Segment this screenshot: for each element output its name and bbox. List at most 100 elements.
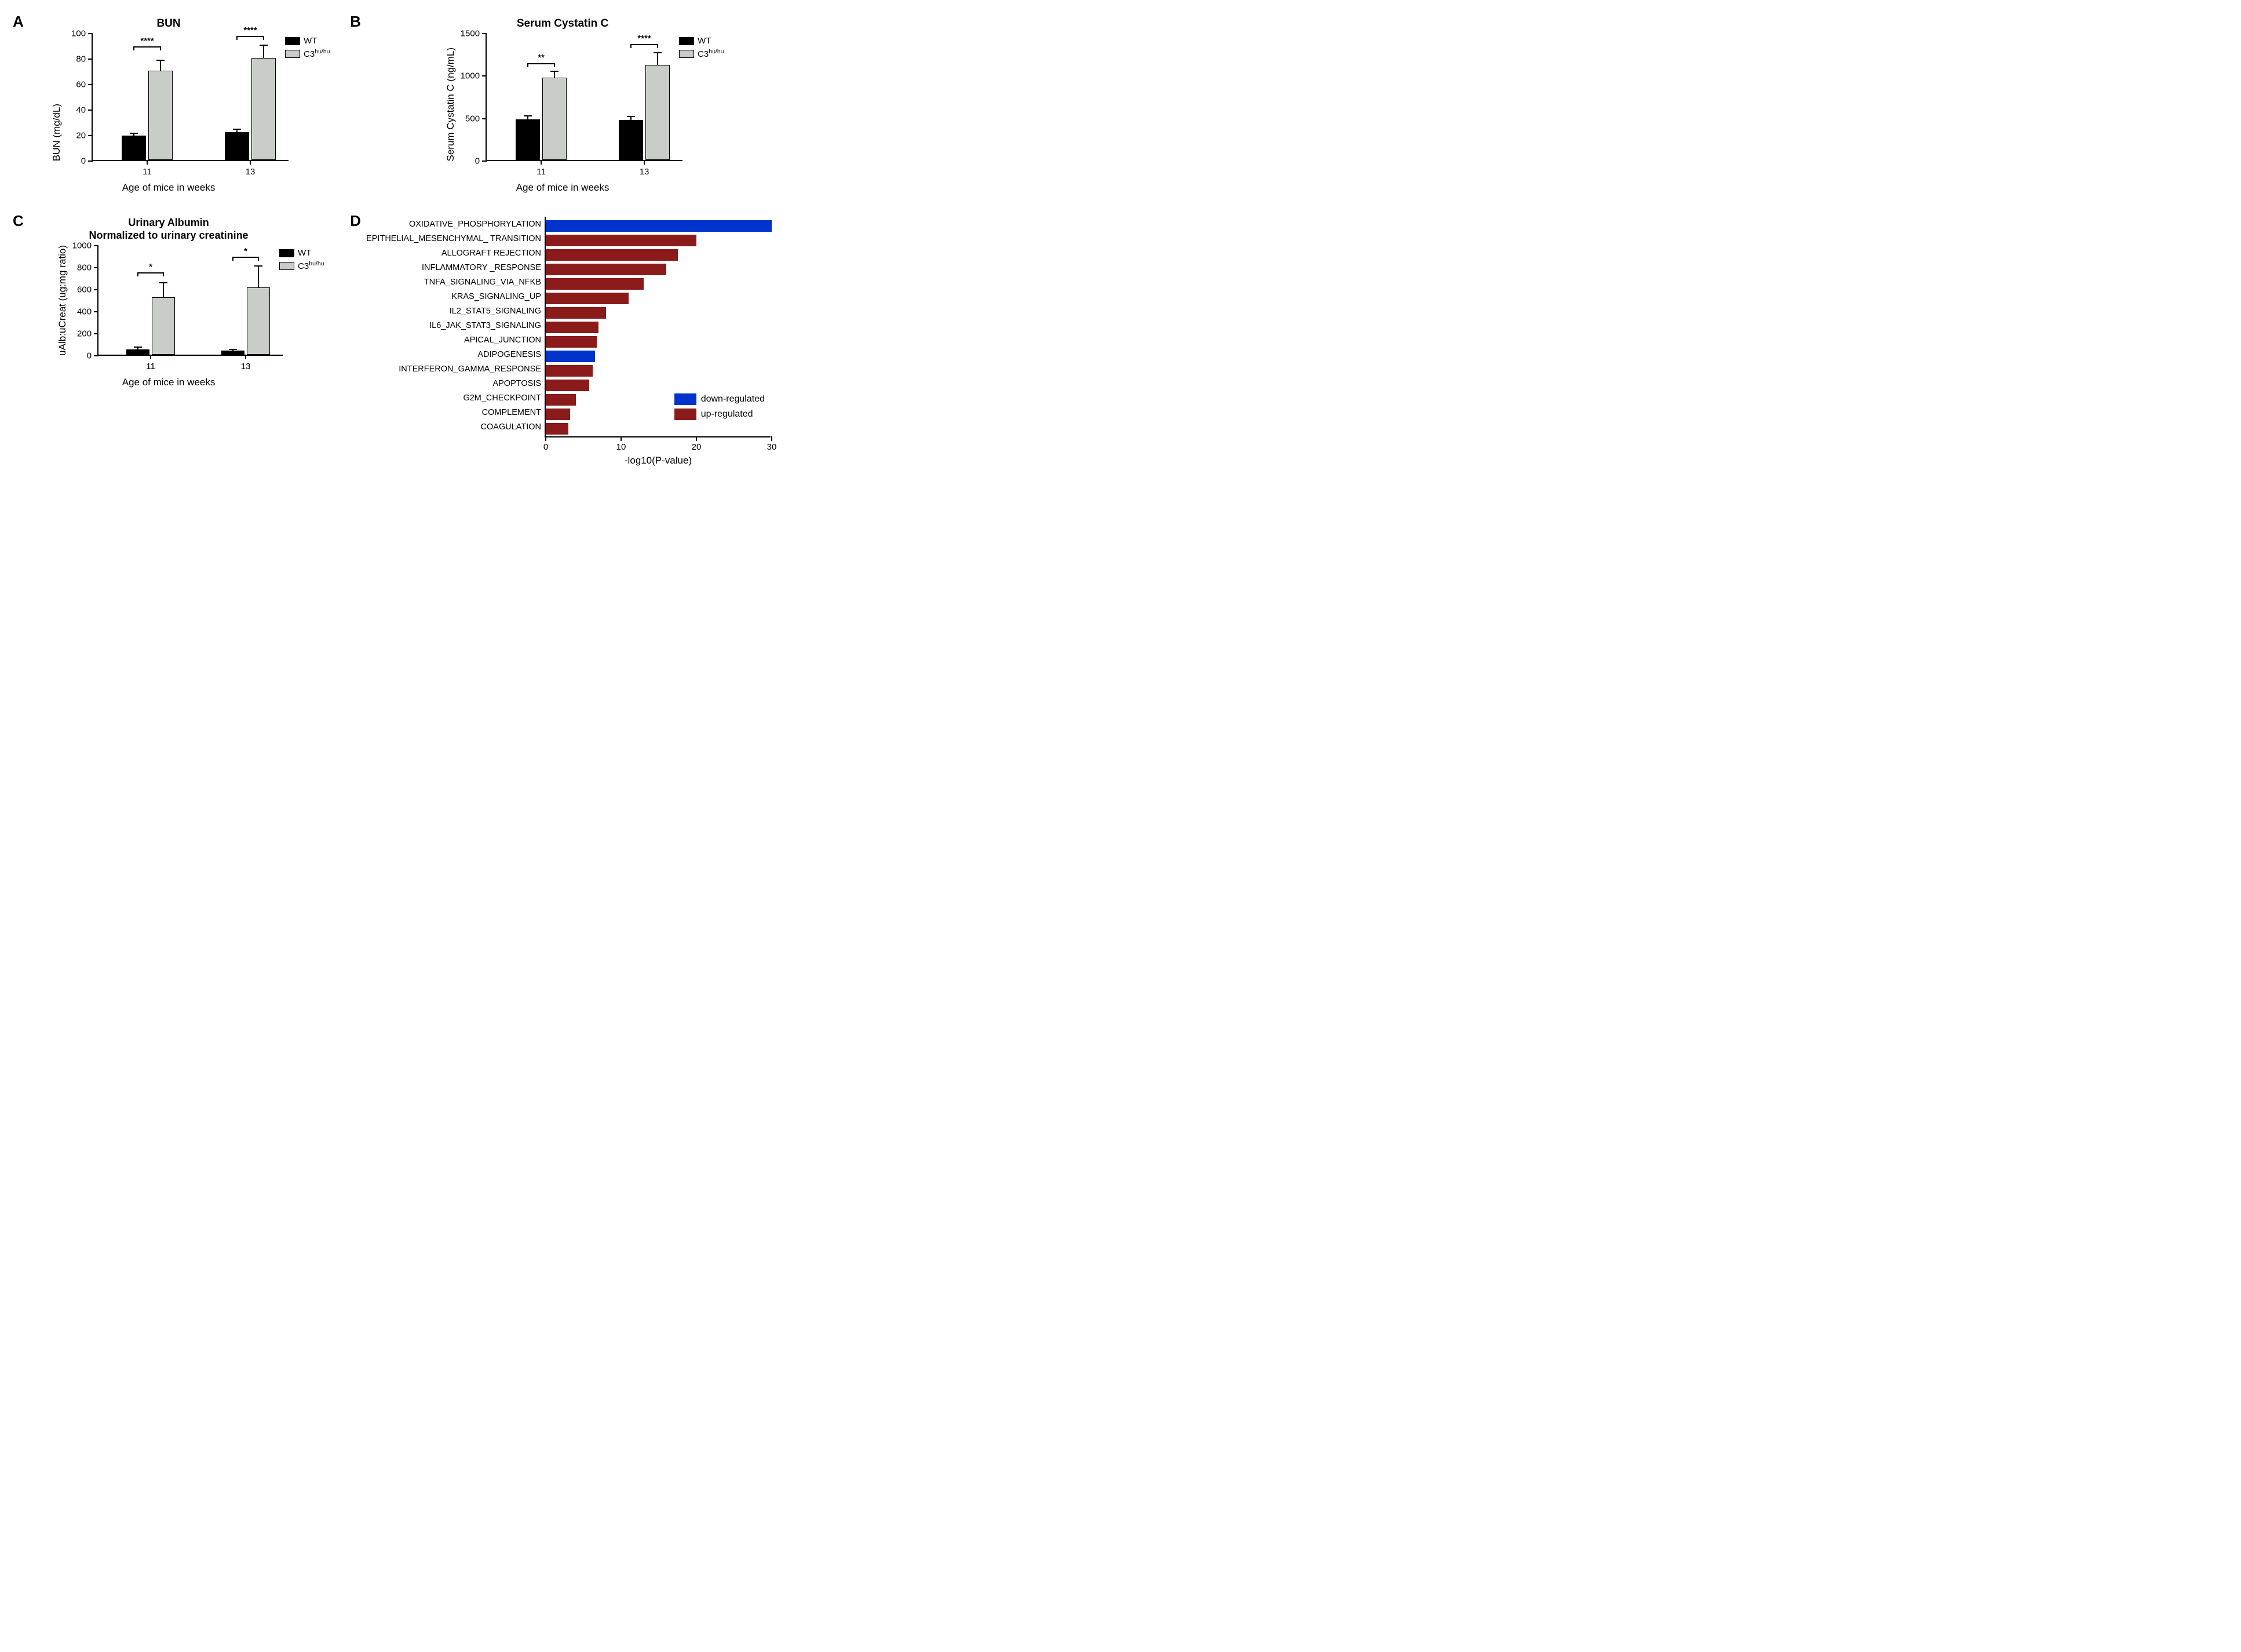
panel-a-ylabel: BUN (mg/dL) bbox=[49, 104, 65, 161]
legend-text: C3hu/hu bbox=[698, 48, 724, 59]
legend-swatch bbox=[285, 50, 300, 58]
significance-tick bbox=[263, 36, 264, 40]
error-bar bbox=[554, 71, 555, 77]
error-cap bbox=[524, 115, 532, 116]
error-bar bbox=[163, 283, 164, 298]
panel-label-d: D bbox=[350, 212, 361, 230]
bar bbox=[542, 78, 567, 160]
y-tick-label: 0 bbox=[81, 156, 93, 166]
hbar bbox=[546, 307, 606, 319]
y-tick-label: 1000 bbox=[72, 241, 98, 251]
bar bbox=[221, 351, 244, 355]
error-bar bbox=[258, 266, 259, 287]
hbar bbox=[546, 249, 678, 261]
hbar bbox=[546, 220, 772, 232]
hbar-row-label: APOPTOSIS bbox=[366, 376, 545, 391]
panel-c-title-line1: Urinary Albumin bbox=[89, 217, 249, 229]
x-tick-label: 13 bbox=[246, 160, 256, 177]
panel-c-ylabel: uAlb:uCreat (ug:mg ratio) bbox=[54, 245, 71, 356]
error-cap bbox=[254, 265, 262, 267]
error-cap bbox=[550, 71, 559, 72]
error-cap bbox=[233, 129, 241, 130]
significance-bracket bbox=[134, 46, 160, 48]
significance-bracket bbox=[528, 63, 554, 64]
panel-d-row-labels: OXIDATIVE_PHOSPHORYLATIONEPITHELIAL_MESE… bbox=[366, 217, 545, 437]
significance-label: **** bbox=[140, 36, 154, 46]
legend-item: up-regulated bbox=[674, 409, 765, 420]
x-tick-label: 13 bbox=[640, 160, 649, 177]
significance-tick bbox=[160, 46, 161, 50]
panel-b-plotrow: Serum Cystatin C (ng/mL) 050010001500111… bbox=[443, 34, 682, 161]
legend-swatch bbox=[285, 37, 300, 45]
legend: WT C3hu/hu bbox=[285, 36, 330, 59]
significance-label: * bbox=[244, 246, 247, 256]
bar bbox=[225, 132, 249, 160]
legend-item: C3hu/hu bbox=[279, 260, 324, 271]
hbar bbox=[546, 351, 595, 362]
legend-swatch bbox=[679, 37, 694, 45]
panel-c-plotrow: uAlb:uCreat (ug:mg ratio) 02004006008001… bbox=[54, 245, 283, 356]
hbar bbox=[546, 423, 568, 435]
significance-bracket bbox=[631, 44, 658, 45]
error-cap bbox=[654, 52, 662, 53]
legend-item: WT bbox=[679, 36, 724, 46]
significance-bracket bbox=[138, 272, 163, 273]
legend-text: C3hu/hu bbox=[304, 48, 330, 59]
x-tick-label: 13 bbox=[241, 355, 251, 371]
significance-label: ** bbox=[538, 53, 545, 63]
legend-swatch bbox=[279, 249, 294, 257]
significance-bracket bbox=[237, 36, 264, 37]
y-tick-label: 600 bbox=[77, 285, 98, 295]
panel-label-b: B bbox=[350, 13, 361, 31]
figure-grid: A BUN BUN (mg/dL) 0204060801001113******… bbox=[17, 17, 771, 437]
panel-b-ylabel: Serum Cystatin C (ng/mL) bbox=[443, 48, 459, 162]
hbar bbox=[546, 380, 589, 391]
legend-item: WT bbox=[285, 36, 330, 46]
hbar-row-label: IL6_JAK_STAT3_SIGNALING bbox=[366, 318, 545, 333]
significance-tick bbox=[657, 44, 658, 48]
error-cap bbox=[627, 116, 635, 117]
hbar-row-label: IL2_STAT5_SIGNALING bbox=[366, 304, 545, 318]
y-tick-label: 400 bbox=[77, 307, 98, 317]
significance-tick bbox=[236, 36, 238, 40]
y-tick-label: 500 bbox=[465, 114, 487, 123]
hbar bbox=[546, 264, 666, 275]
panel-c: C Urinary Albumin Normalized to urinary … bbox=[17, 217, 320, 437]
error-bar bbox=[160, 60, 161, 71]
legend-item: C3hu/hu bbox=[285, 48, 330, 59]
y-tick-label: 100 bbox=[71, 29, 93, 39]
panel-b: B Serum Cystatin C Serum Cystatin C (ng/… bbox=[355, 17, 771, 194]
panel-c-title-line2: Normalized to urinary creatinine bbox=[89, 229, 249, 242]
panel-c-title: Urinary Albumin Normalized to urinary cr… bbox=[89, 217, 249, 242]
bar bbox=[148, 71, 173, 160]
hbar-row-label: G2M_CHECKPOINT bbox=[366, 391, 545, 405]
panel-c-plot-area: 020040060080010001113**WTC3hu/hu bbox=[97, 246, 283, 356]
significance-tick bbox=[554, 63, 555, 67]
hbar-row-label: INTERFERON_GAMMA_RESPONSE bbox=[366, 362, 545, 376]
hbar bbox=[546, 409, 570, 420]
hbar-row-label: APICAL_JUNCTION bbox=[366, 333, 545, 347]
y-tick-label: 800 bbox=[77, 263, 98, 273]
bar bbox=[516, 119, 540, 160]
hbar bbox=[546, 336, 597, 348]
panel-c-chart: Urinary Albumin Normalized to urinary cr… bbox=[17, 217, 320, 388]
legend-swatch bbox=[674, 409, 696, 420]
legend-swatch bbox=[679, 50, 694, 58]
y-tick-label: 40 bbox=[76, 105, 93, 115]
hbar-row-label: ADIPOGENESIS bbox=[366, 347, 545, 362]
error-cap bbox=[159, 282, 167, 283]
hbar bbox=[546, 278, 644, 290]
significance-label: **** bbox=[637, 34, 651, 43]
y-tick-label: 1000 bbox=[461, 71, 487, 81]
panel-a-plot-area: 0204060801001113********WTC3hu/hu bbox=[92, 34, 289, 161]
panel-d: D OXIDATIVE_PHOSPHORYLATIONEPITHELIAL_ME… bbox=[355, 217, 771, 437]
legend-text: up-regulated bbox=[701, 409, 753, 420]
hbar bbox=[546, 235, 696, 246]
significance-tick bbox=[163, 272, 164, 276]
hbar-row-label: ALLOGRAFT REJECTION bbox=[366, 246, 545, 260]
legend-swatch bbox=[674, 393, 696, 405]
x-tick-label: 0 bbox=[543, 436, 548, 452]
bar bbox=[247, 287, 270, 355]
panel-a-chart: BUN BUN (mg/dL) 0204060801001113********… bbox=[17, 17, 320, 194]
panel-label-c: C bbox=[13, 212, 24, 230]
